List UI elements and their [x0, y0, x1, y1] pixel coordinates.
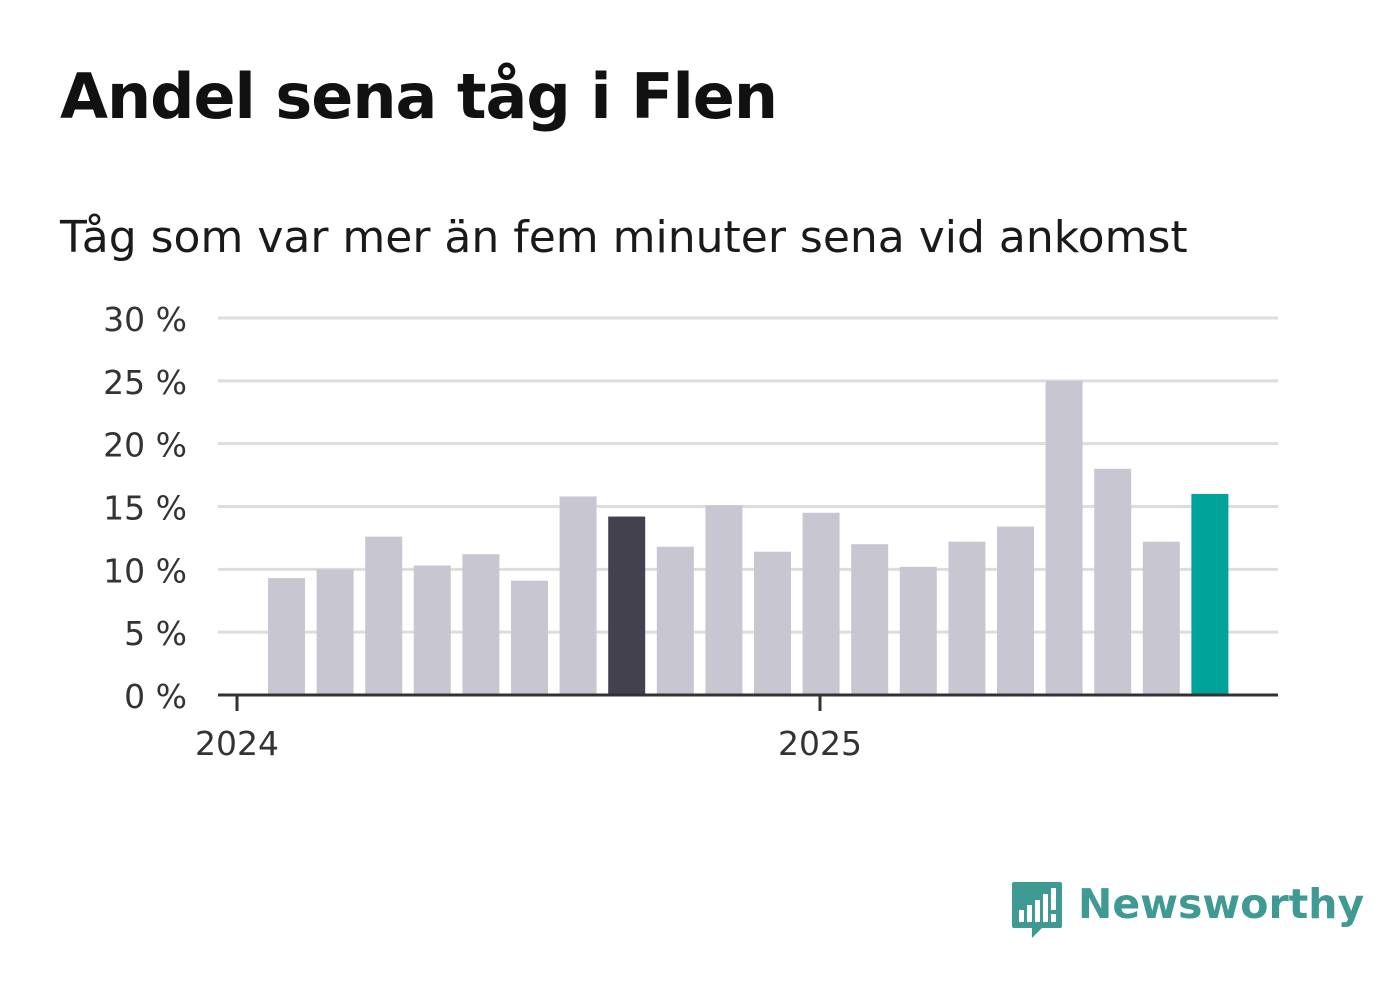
- newsworthy-logo: Newsworthy: [1010, 878, 1364, 942]
- bar: [413, 565, 451, 695]
- newsworthy-logo-text: Newsworthy: [1078, 880, 1365, 928]
- bar: [656, 546, 694, 695]
- bar: [948, 541, 986, 695]
- bar: [754, 551, 791, 695]
- y-tick-label: 25 %: [103, 363, 187, 402]
- x-tick-label: 2025: [778, 724, 862, 763]
- bar: [365, 536, 403, 695]
- chart-subtitle: Tåg som var mer än fem minuter sena vid …: [60, 212, 1188, 263]
- bar: [1045, 380, 1083, 695]
- bar: [268, 578, 305, 695]
- bar: [462, 554, 500, 695]
- bar: [705, 505, 743, 695]
- bar: [802, 512, 840, 695]
- bar: [1142, 541, 1180, 695]
- bar: [511, 580, 548, 695]
- bar: [1094, 468, 1132, 695]
- bar: [559, 496, 597, 695]
- y-tick-label: 10 %: [103, 551, 187, 590]
- bar-chart: 0 % 5 % 10 % 15 % 20 % 25 % 30 % 2024 2025: [103, 300, 1278, 763]
- newsworthy-logo-icon: [1012, 882, 1062, 938]
- chart-title: Andel sena tåg i Flen: [60, 60, 778, 133]
- y-tick-label: 5 %: [124, 614, 187, 653]
- bar: [997, 526, 1034, 695]
- bar: [316, 569, 354, 695]
- bar: [1191, 493, 1229, 695]
- x-tick-label: 2024: [195, 724, 279, 763]
- y-tick-label: 15 %: [103, 489, 187, 528]
- bar: [899, 566, 937, 695]
- y-tick-label: 30 %: [103, 300, 187, 339]
- bar: [851, 544, 889, 695]
- y-tick-label: 20 %: [103, 426, 187, 465]
- bar: [608, 516, 646, 695]
- y-tick-label: 0 %: [124, 677, 187, 716]
